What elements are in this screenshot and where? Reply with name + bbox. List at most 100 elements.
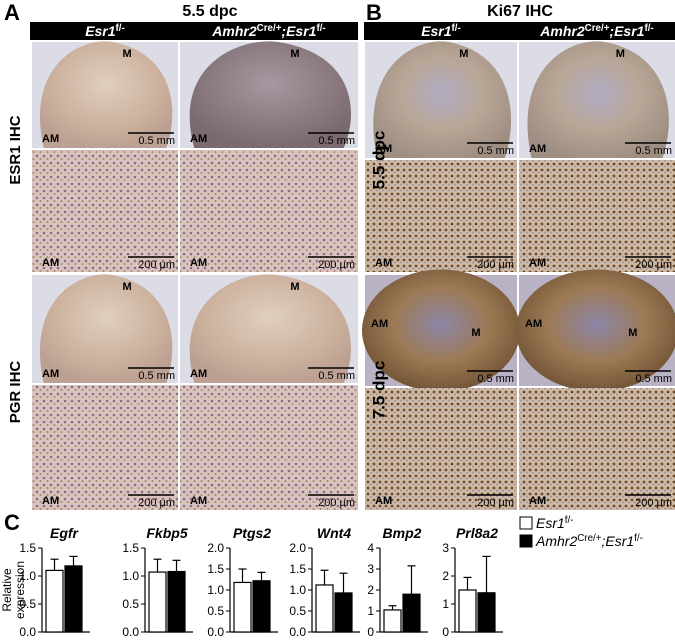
y-tick-label: 0 bbox=[442, 625, 449, 639]
region-label: M bbox=[628, 327, 637, 339]
scale-label: 200 µm bbox=[477, 259, 514, 271]
label-part: f/- bbox=[316, 23, 325, 34]
label-part: Amhr2 bbox=[539, 23, 585, 39]
label-part: f/- bbox=[644, 23, 653, 34]
panel-letter: B bbox=[366, 0, 382, 25]
panel-letter: A bbox=[4, 0, 20, 25]
bar bbox=[252, 580, 271, 633]
bar bbox=[383, 609, 402, 633]
y-tick-label: 1.0 bbox=[207, 583, 224, 597]
y-tick-label: 4 bbox=[367, 541, 374, 555]
micrograph bbox=[32, 150, 178, 272]
scale-label: 0.5 mm bbox=[635, 373, 672, 385]
y-tick-label: 1.5 bbox=[207, 562, 224, 576]
row-label: ESR1 IHC bbox=[7, 115, 24, 184]
chart-title: Ptgs2 bbox=[233, 525, 271, 541]
region-label: AM bbox=[375, 143, 392, 155]
bar bbox=[45, 569, 64, 633]
label-part: f/- bbox=[452, 23, 461, 34]
y-tick-label: 1.5 bbox=[289, 562, 306, 576]
label: Amhr2Cre/+;Esr1f/- bbox=[211, 23, 325, 40]
row-label: 5.5 dpc bbox=[369, 131, 388, 190]
scale-label: 0.5 mm bbox=[477, 373, 514, 385]
region-label: AM bbox=[371, 318, 388, 330]
header-bar bbox=[364, 22, 675, 40]
chart-title: Prl8a2 bbox=[456, 525, 498, 541]
bar bbox=[148, 571, 167, 633]
y-tick-label: 2 bbox=[442, 569, 449, 583]
label-part: f/- bbox=[565, 515, 574, 526]
region-label: AM bbox=[375, 257, 392, 269]
scale-label: 0.5 mm bbox=[138, 135, 175, 147]
region-label: AM bbox=[190, 495, 207, 507]
region-label: M bbox=[290, 48, 299, 60]
y-tick-label: 2.0 bbox=[207, 541, 224, 555]
y-tick-label: 1.0 bbox=[289, 583, 306, 597]
scale-label: 200 µm bbox=[138, 259, 175, 271]
y-axis-label: Relative bbox=[0, 568, 14, 612]
label: Esr1f/- bbox=[85, 23, 125, 40]
region-label: M bbox=[459, 48, 468, 60]
label-part: ;Esr1 bbox=[609, 23, 644, 39]
label: Esr1f/- bbox=[536, 515, 574, 532]
region-label: AM bbox=[42, 495, 59, 507]
region-label: M bbox=[123, 48, 132, 60]
tissue bbox=[39, 274, 173, 383]
label-part: f/- bbox=[116, 23, 125, 34]
micrograph bbox=[519, 160, 675, 272]
y-tick-label: 0.0 bbox=[122, 625, 139, 639]
tissue bbox=[189, 41, 352, 148]
panel-title: 5.5 dpc bbox=[182, 3, 237, 20]
scale-label: 200 µm bbox=[477, 497, 514, 509]
scale-label: 200 µm bbox=[318, 497, 355, 509]
row-label: 7.5 dpc bbox=[369, 361, 388, 420]
panel-letter: C bbox=[4, 510, 20, 535]
chart-title: Wnt4 bbox=[317, 525, 351, 541]
label-part: ;Esr1 bbox=[601, 533, 634, 549]
tissue bbox=[527, 41, 669, 158]
legend-swatch bbox=[519, 534, 533, 548]
y-tick-label: 0.0 bbox=[19, 625, 36, 639]
y-tick-label: 0.0 bbox=[289, 625, 306, 639]
chart-title: Egfr bbox=[50, 525, 80, 541]
region-label: AM bbox=[190, 368, 207, 380]
scale-label: 200 µm bbox=[318, 259, 355, 271]
bar bbox=[315, 584, 334, 633]
region-label: M bbox=[290, 281, 299, 293]
legend-swatch bbox=[519, 516, 533, 530]
bar bbox=[233, 581, 252, 633]
scale-label: 0.5 mm bbox=[138, 370, 175, 382]
label: Amhr2Cre/+;Esr1f/- bbox=[535, 533, 643, 550]
y-tick-label: 1 bbox=[367, 604, 374, 618]
panel-title: Ki67 IHC bbox=[487, 3, 553, 20]
label: Esr1f/- bbox=[421, 23, 461, 40]
scale-label: 200 µm bbox=[138, 497, 175, 509]
y-tick-label: 0.5 bbox=[122, 597, 139, 611]
micrograph bbox=[365, 160, 517, 272]
y-tick-label: 1 bbox=[442, 597, 449, 611]
scale-label: 0.5 mm bbox=[318, 370, 355, 382]
label-part: f/- bbox=[634, 533, 643, 544]
region-label: M bbox=[471, 327, 480, 339]
region-label: AM bbox=[529, 143, 546, 155]
bar bbox=[334, 592, 353, 633]
label-part: Esr1 bbox=[421, 23, 452, 39]
label-part: Cre/+ bbox=[585, 23, 610, 34]
tissue bbox=[373, 41, 512, 158]
label-part: Esr1 bbox=[85, 23, 116, 39]
micrograph bbox=[180, 150, 358, 272]
region-label: AM bbox=[42, 368, 59, 380]
label: Amhr2Cre/+;Esr1f/- bbox=[539, 23, 653, 40]
micrograph bbox=[180, 385, 358, 510]
header-bar bbox=[30, 22, 358, 40]
y-tick-label: 1.0 bbox=[122, 569, 139, 583]
tissue bbox=[361, 269, 521, 392]
micrograph bbox=[519, 388, 675, 510]
y-tick-label: 2.0 bbox=[289, 541, 306, 555]
chart-title: Bmp2 bbox=[383, 525, 422, 541]
tissue bbox=[189, 274, 352, 383]
y-tick-label: 0.5 bbox=[207, 604, 224, 618]
scale-label: 0.5 mm bbox=[635, 145, 672, 157]
